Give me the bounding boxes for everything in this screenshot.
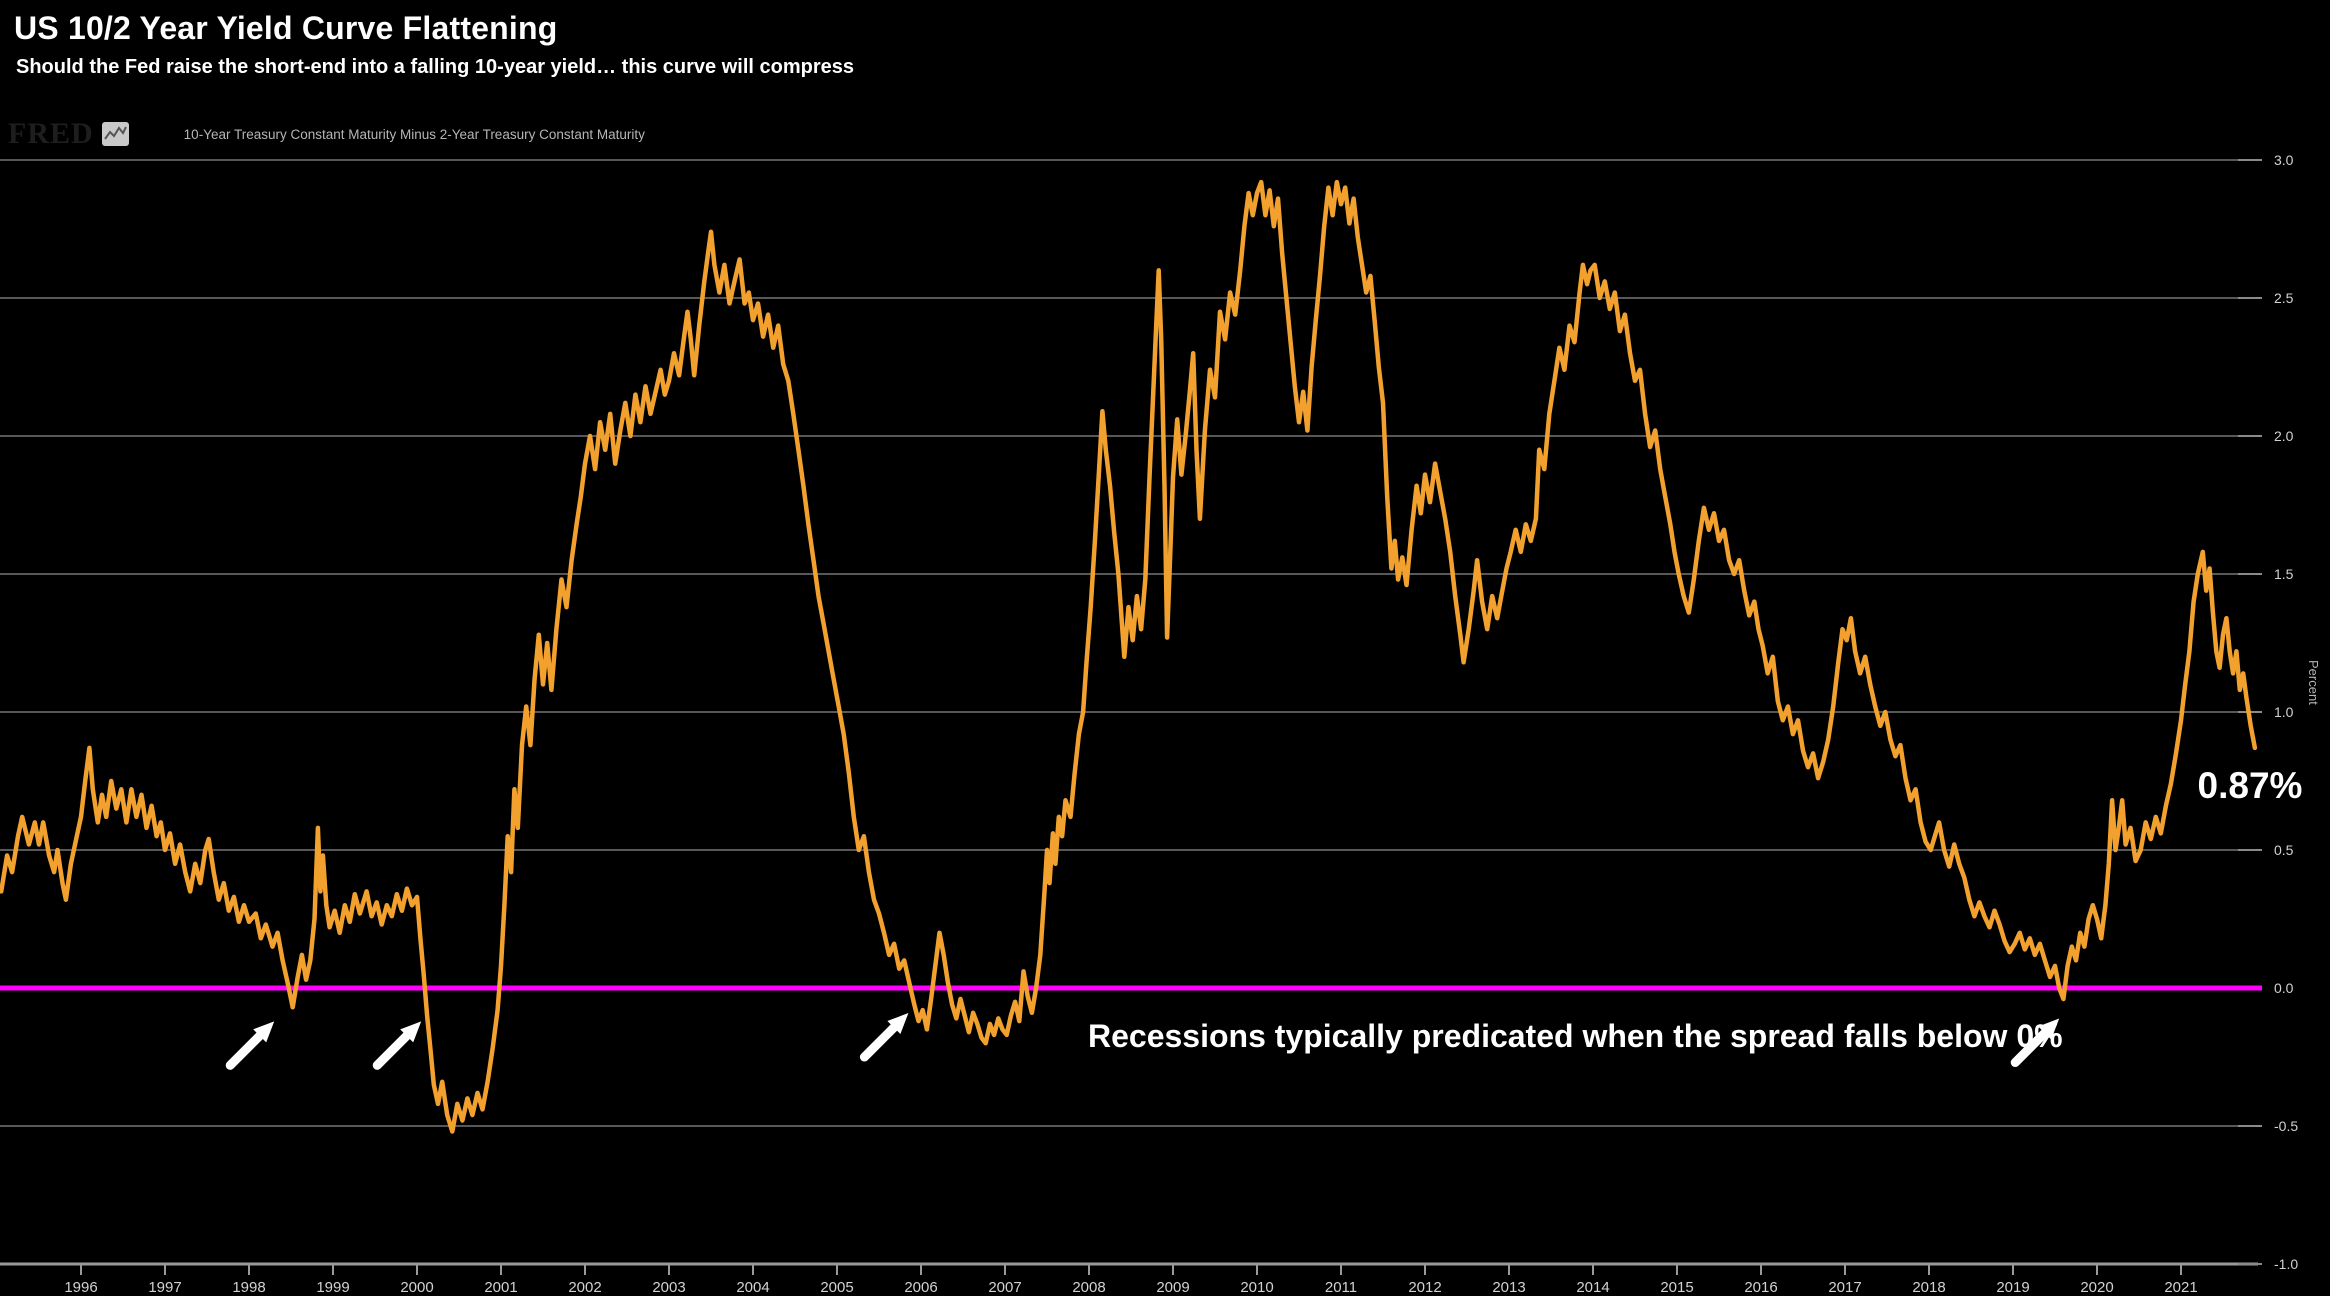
y-axis-tick-label: -0.5 xyxy=(2274,1118,2299,1134)
recession-arrow-head-icon xyxy=(2038,1018,2060,1040)
x-axis-tick-label: 2017 xyxy=(1828,1279,1862,1296)
fred-logo: FRED xyxy=(8,117,94,150)
x-axis-tick-label: 2019 xyxy=(1996,1279,2030,1296)
x-axis-tick-label: 2009 xyxy=(1156,1279,1190,1296)
x-axis-tick-label: 1996 xyxy=(64,1279,98,1296)
x-axis-tick-label: 2004 xyxy=(736,1279,770,1296)
fred-chart-icon xyxy=(101,122,129,146)
x-axis-tick-label: 2007 xyxy=(988,1279,1022,1296)
x-axis-tick-label: 2010 xyxy=(1240,1279,1274,1296)
recession-arrow-icon xyxy=(372,1028,414,1070)
page-subtitle: Should the Fed raise the short-end into … xyxy=(16,56,854,78)
y-axis-tick-label: -1.0 xyxy=(2274,1256,2299,1272)
last-value-callout: 0.87% xyxy=(2197,765,2303,806)
x-axis-tick-label: 2000 xyxy=(400,1279,434,1296)
x-axis-tick-label: 2001 xyxy=(484,1279,518,1296)
recession-arrow-head-icon xyxy=(400,1021,422,1043)
y-axis-tick-label: 1.0 xyxy=(2274,704,2294,720)
legend-series-label[interactable]: 10-Year Treasury Constant Maturity Minus… xyxy=(183,126,645,142)
y-axis-tick-label: 0.5 xyxy=(2274,842,2294,858)
x-axis-tick-label: 2011 xyxy=(1324,1279,1358,1296)
x-axis-tick-label: 2003 xyxy=(652,1279,686,1296)
x-axis-tick-label: 2015 xyxy=(1660,1279,1694,1296)
x-axis-tick-label: 1999 xyxy=(316,1279,350,1296)
recession-arrow-icon xyxy=(2010,1026,2052,1068)
x-axis-tick-label: 2005 xyxy=(820,1279,854,1296)
y-axis-tick-label: 2.5 xyxy=(2274,290,2294,306)
legend-swatch xyxy=(151,132,175,137)
recession-annotation: Recessions typically predicated when the… xyxy=(1088,1018,2063,1054)
x-axis-tick-label: 2016 xyxy=(1744,1279,1778,1296)
spread-series-line xyxy=(0,179,2258,1134)
x-axis-tick-label: 1997 xyxy=(148,1279,182,1296)
recession-arrow-head-icon xyxy=(253,1021,275,1043)
x-axis-tick-label: 2013 xyxy=(1492,1279,1526,1296)
x-axis-tick-label: 2020 xyxy=(2080,1279,2114,1296)
y-axis-title: Percent xyxy=(2306,660,2321,705)
y-axis-tick-label: 1.5 xyxy=(2274,566,2294,582)
recession-arrow-icon xyxy=(225,1028,267,1070)
x-axis-tick-label: 2006 xyxy=(904,1279,938,1296)
y-axis-tick-label: 0.0 xyxy=(2274,980,2294,996)
x-axis-tick-label: 2018 xyxy=(1912,1279,1946,1296)
y-axis-tick-label: 2.0 xyxy=(2274,428,2294,444)
recession-arrow-icon xyxy=(859,1020,901,1062)
x-axis-tick-label: 2012 xyxy=(1408,1279,1442,1296)
x-axis-tick-label: 2014 xyxy=(1576,1279,1610,1296)
x-axis-tick-label: 1998 xyxy=(232,1279,266,1296)
x-axis-tick-label: 2002 xyxy=(568,1279,602,1296)
recession-arrow-head-icon xyxy=(887,1013,909,1035)
brand-row: FRED 10-Year Treasury Constant Maturity … xyxy=(8,116,645,152)
x-axis-tick-label: 2021 xyxy=(2164,1279,2198,1296)
page-title: US 10/2 Year Yield Curve Flattening xyxy=(14,10,558,46)
x-axis-tick-label: 2008 xyxy=(1072,1279,1106,1296)
y-axis-tick-label: 3.0 xyxy=(2274,152,2294,168)
